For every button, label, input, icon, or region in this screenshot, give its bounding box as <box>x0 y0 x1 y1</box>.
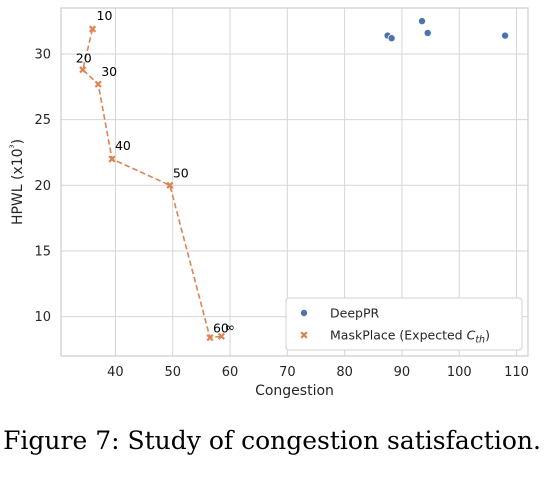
point-label: 40 <box>115 138 131 153</box>
x-axis-label: Congestion <box>255 383 334 399</box>
x-tick-label: 70 <box>279 365 296 380</box>
deeppr-point <box>387 34 396 43</box>
legend-maskplace-label: MaskPlace (Expected Cth) <box>330 328 490 346</box>
point-label: 20 <box>76 51 92 66</box>
y-tick-label: 20 <box>34 179 51 194</box>
series-deeppr <box>383 17 510 43</box>
deeppr-point <box>423 28 432 37</box>
maskplace-point <box>108 155 116 163</box>
point-label: 60 <box>213 321 229 336</box>
point-label: 10 <box>97 8 113 23</box>
maskplace-point <box>94 80 102 88</box>
congestion-hpwl-chart: 40 50 60 70 80 90 100 110 10 15 20 25 30 10 20 30 40 50 6… <box>9 7 529 399</box>
deeppr-point <box>501 31 510 40</box>
legend-maskplace-marker <box>300 331 308 339</box>
maskplace-point <box>217 332 226 340</box>
deeppr-point <box>417 17 426 26</box>
legend-deeppr-label: DeepPR <box>330 306 379 321</box>
maskplace-point <box>79 66 87 74</box>
x-tick-label: 80 <box>336 365 353 380</box>
legend: DeepPR MaskPlace (Expected Cth) <box>285 297 523 351</box>
tick-labels: 40 50 60 70 80 90 100 110 10 15 20 25 30 <box>34 47 529 380</box>
legend-deeppr-marker <box>299 308 308 317</box>
y-tick-label: 25 <box>34 113 51 128</box>
series-maskplace <box>79 25 226 342</box>
series <box>79 17 510 342</box>
x-tick-label: 60 <box>222 365 239 380</box>
plot-frame <box>60 7 529 357</box>
x-tick-label: 110 <box>504 365 529 380</box>
legend-box <box>285 297 523 351</box>
x-tick-label: 90 <box>394 365 411 380</box>
point-labels: 10 20 30 40 50 60∞ <box>76 8 235 336</box>
point-label: ∞ <box>224 319 234 334</box>
grid-lines <box>61 8 528 356</box>
figure-caption: Figure 7: Study of congestion satisfacti… <box>3 426 541 455</box>
y-tick-label: 10 <box>34 310 51 325</box>
y-tick-label: 15 <box>34 244 51 259</box>
x-tick-label: 50 <box>164 365 181 380</box>
y-axis-label: HPWL (x10³) <box>9 139 27 225</box>
x-tick-label: 40 <box>107 365 124 380</box>
y-tick-label: 30 <box>34 47 51 62</box>
point-label: 30 <box>101 64 117 79</box>
maskplace-point <box>206 334 214 342</box>
point-label: 50 <box>173 165 189 180</box>
maskplace-point <box>88 25 97 33</box>
x-tick-label: 100 <box>447 365 472 380</box>
maskplace-point <box>166 181 174 189</box>
